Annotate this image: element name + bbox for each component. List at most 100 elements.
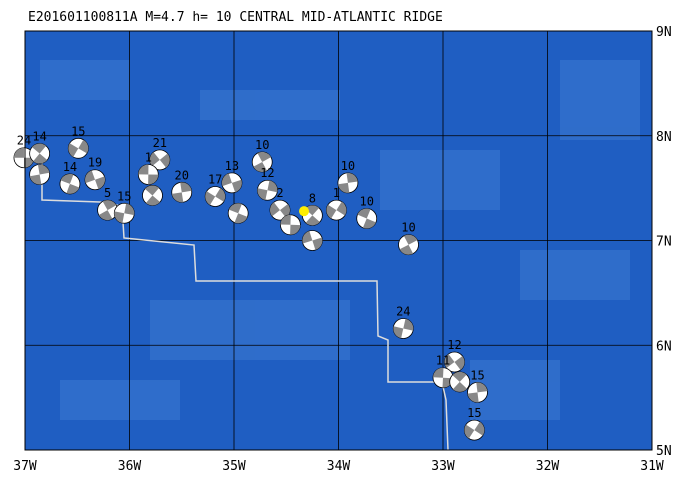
compression-quadrant bbox=[399, 244, 414, 255]
compression-quadrant bbox=[393, 326, 404, 339]
focal-mechanism bbox=[449, 371, 471, 393]
compression-quadrant bbox=[102, 200, 117, 211]
focal-mechanism bbox=[257, 179, 278, 201]
x-tick-label: 34W bbox=[327, 459, 351, 474]
depth-label: 12 bbox=[260, 166, 274, 180]
depth-label: 19 bbox=[88, 156, 102, 170]
compression-quadrant bbox=[304, 205, 320, 216]
focal-mechanism bbox=[326, 199, 347, 221]
x-tick-label: 33W bbox=[431, 459, 455, 474]
compression-quadrant bbox=[444, 354, 455, 369]
depth-label: 8 bbox=[309, 191, 316, 205]
focal-mechanism bbox=[29, 164, 51, 185]
focal-mechanism bbox=[171, 181, 193, 203]
compression-quadrant bbox=[467, 392, 479, 403]
depth-label: 11 bbox=[436, 354, 450, 368]
depth-label: 24 bbox=[396, 304, 410, 318]
compression-quadrant bbox=[95, 176, 106, 190]
map-title: E201601100811A M=4.7 h= 10 CENTRAL MID-A… bbox=[28, 10, 443, 25]
focal-mechanism bbox=[204, 186, 226, 207]
depth-label: 10 bbox=[401, 221, 415, 235]
focal-mechanism bbox=[59, 173, 81, 195]
compression-quadrant bbox=[452, 381, 468, 392]
depth-label: 15 bbox=[467, 406, 481, 420]
focal-mechanism bbox=[337, 172, 359, 194]
compression-quadrant bbox=[234, 213, 248, 224]
compression-quadrant bbox=[454, 355, 465, 370]
compression-quadrant bbox=[215, 187, 226, 202]
x-tick-label: 35W bbox=[222, 459, 246, 474]
plate-boundary bbox=[24, 159, 449, 451]
focal-mechanism bbox=[84, 169, 106, 191]
compression-quadrant bbox=[159, 153, 170, 168]
depth-label: 15 bbox=[117, 189, 131, 203]
y-tick-label: 9N bbox=[656, 25, 672, 40]
compression-quadrant bbox=[31, 143, 47, 154]
focal-mechanism bbox=[444, 351, 465, 373]
compression-quadrant bbox=[357, 208, 371, 219]
y-tick-label: 7N bbox=[656, 235, 672, 250]
compression-quadrant bbox=[124, 203, 135, 216]
focal-mechanism bbox=[463, 419, 485, 441]
compression-quadrant bbox=[23, 157, 34, 168]
compression-quadrant bbox=[13, 147, 24, 158]
focal-mechanism bbox=[149, 149, 171, 171]
events bbox=[13, 137, 488, 441]
main-event bbox=[299, 206, 310, 217]
compression-quadrant bbox=[37, 164, 50, 175]
x-tick-label: 31W bbox=[640, 459, 664, 474]
compression-quadrant bbox=[476, 382, 488, 393]
depth-label: 2 bbox=[276, 186, 283, 200]
compression-quadrant bbox=[85, 170, 96, 184]
focal-mechanism bbox=[97, 199, 118, 221]
compression-quadrant bbox=[114, 211, 125, 224]
compression-quadrant bbox=[452, 371, 467, 382]
focal-mechanism bbox=[251, 151, 273, 173]
compression-quadrant bbox=[257, 188, 268, 201]
focal-mechanism bbox=[142, 185, 163, 206]
compression-quadrant bbox=[205, 191, 216, 206]
compression-quadrant bbox=[302, 230, 313, 244]
compression-quadrant bbox=[145, 195, 161, 206]
compression-quadrant bbox=[60, 173, 74, 184]
compression-quadrant bbox=[98, 210, 113, 221]
compression-quadrant bbox=[228, 203, 242, 214]
focal-mechanism bbox=[269, 199, 291, 221]
y-tick-label: 5N bbox=[656, 444, 672, 459]
focal-mechanism bbox=[29, 143, 51, 164]
compression-quadrant bbox=[346, 172, 358, 183]
depth-label: 15 bbox=[470, 368, 484, 382]
compression-quadrant bbox=[221, 173, 232, 187]
frame bbox=[24, 30, 653, 451]
compression-quadrant bbox=[474, 421, 485, 436]
compression-quadrant bbox=[144, 185, 160, 196]
compression-quadrant bbox=[148, 174, 159, 185]
compression-quadrant bbox=[138, 164, 149, 175]
focal-mechanism bbox=[467, 381, 488, 403]
compression-quadrant bbox=[171, 192, 184, 203]
compression-quadrant bbox=[29, 174, 42, 185]
depth-label: 1 bbox=[145, 151, 152, 165]
compression-quadrant bbox=[433, 367, 444, 378]
depth-label: 20 bbox=[175, 168, 189, 182]
compression-quadrant bbox=[403, 318, 414, 331]
depth-label: 15 bbox=[71, 124, 85, 138]
depth-label: 13 bbox=[225, 159, 239, 173]
x-tick-label: 36W bbox=[118, 459, 142, 474]
depth-label: 21 bbox=[153, 136, 167, 150]
compression-quadrant bbox=[336, 201, 347, 216]
compression-quadrant bbox=[66, 183, 80, 194]
depth-label: 14 bbox=[32, 130, 46, 144]
compression-quadrant bbox=[269, 202, 280, 217]
depth-label: 14 bbox=[63, 160, 77, 174]
compression-quadrant bbox=[180, 182, 192, 193]
compression-quadrant bbox=[362, 218, 376, 229]
focal-mechanism bbox=[432, 367, 454, 389]
depth-label: 17 bbox=[208, 173, 222, 187]
compression-quadrant bbox=[403, 234, 418, 245]
focal-mechanism bbox=[113, 202, 135, 224]
focal-mechanism bbox=[280, 214, 301, 236]
focal-mechanism bbox=[356, 208, 378, 229]
compression-quadrant bbox=[279, 203, 290, 218]
